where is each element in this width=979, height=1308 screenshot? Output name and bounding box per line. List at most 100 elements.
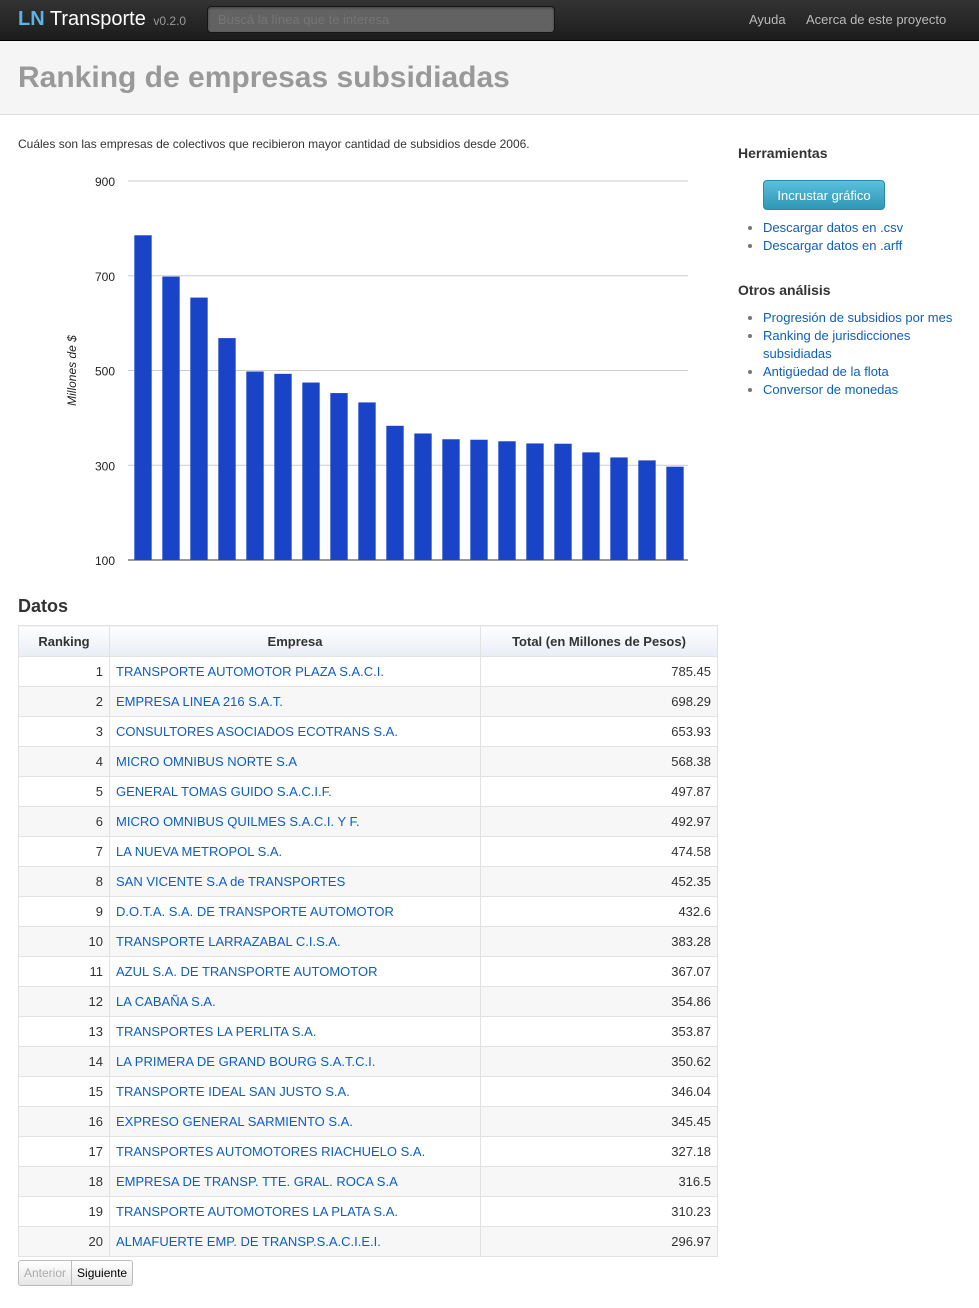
bar[interactable] — [162, 276, 180, 560]
table-header-row: Ranking Empresa Total (en Millones de Pe… — [18, 625, 718, 657]
bar[interactable] — [358, 402, 376, 560]
data-table: Ranking Empresa Total (en Millones de Pe… — [18, 625, 718, 1257]
list-item: Descargar datos en .csv — [763, 219, 945, 237]
empresa-link[interactable]: LA PRIMERA DE GRAND BOURG S.A.T.C.I. — [109, 1046, 481, 1077]
empresa-link[interactable]: ALMAFUERTE EMP. DE TRANSP.S.A.C.I.E.I. — [109, 1226, 481, 1257]
empresa-link[interactable]: EMPRESA DE TRANSP. TTE. GRAL. ROCA S.A — [109, 1166, 481, 1197]
empresa-link[interactable]: SAN VICENTE S.A de TRANSPORTES — [109, 866, 481, 897]
bar[interactable] — [638, 460, 656, 560]
y-tick-label: 700 — [95, 270, 115, 284]
top-navbar: LN Transporte v0.2.0 Ayuda Acerca de est… — [0, 0, 979, 41]
antiguedad-link[interactable]: Antigüedad de la flota — [763, 364, 889, 379]
bar[interactable] — [554, 443, 572, 560]
column-header-ranking[interactable]: Ranking — [18, 625, 110, 657]
bar[interactable] — [498, 441, 516, 560]
previous-button[interactable]: Anterior — [18, 1260, 73, 1286]
total-cell: 698.29 — [480, 686, 718, 717]
bar[interactable] — [246, 371, 264, 560]
tools-list: Descargar datos en .csv Descargar datos … — [745, 219, 945, 255]
pager: Anterior Siguiente — [18, 1260, 134, 1286]
rank-cell: 19 — [18, 1196, 110, 1227]
empresa-link[interactable]: TRANSPORTES LA PERLITA S.A. — [109, 1016, 481, 1047]
list-item: Conversor de monedas — [763, 381, 965, 399]
empresa-link[interactable]: TRANSPORTE LARRAZABAL C.I.S.A. — [109, 926, 481, 957]
empresa-link[interactable]: GENERAL TOMAS GUIDO S.A.C.I.F. — [109, 776, 481, 807]
jurisdicciones-link[interactable]: Ranking de jurisdicciones subsidiadas — [763, 328, 911, 361]
table-row: 8 SAN VICENTE S.A de TRANSPORTES 452.35 — [18, 866, 718, 897]
total-cell: 432.6 — [480, 896, 718, 927]
rank-cell: 11 — [18, 956, 110, 987]
y-tick-label: 300 — [95, 459, 115, 473]
next-button[interactable]: Siguiente — [72, 1260, 134, 1286]
bar[interactable] — [330, 393, 348, 560]
total-cell: 316.5 — [480, 1166, 718, 1197]
bar[interactable] — [582, 452, 600, 560]
bar[interactable] — [274, 373, 292, 560]
total-cell: 497.87 — [480, 776, 718, 807]
rank-cell: 20 — [18, 1226, 110, 1257]
column-header-empresa[interactable]: Empresa — [109, 625, 481, 657]
bar[interactable] — [414, 433, 432, 560]
rank-cell: 6 — [18, 806, 110, 837]
nav-link-ayuda[interactable]: Ayuda — [749, 12, 786, 27]
embed-chart-button[interactable]: Incrustar gráfico — [763, 180, 885, 210]
rank-cell: 17 — [18, 1136, 110, 1167]
empresa-link[interactable]: EMPRESA LINEA 216 S.A.T. — [109, 686, 481, 717]
empresa-link[interactable]: LA NUEVA METROPOL S.A. — [109, 836, 481, 867]
progresion-link[interactable]: Progresión de subsidios por mes — [763, 310, 953, 325]
nav-link-acerca[interactable]: Acerca de este proyecto — [806, 12, 947, 27]
total-cell: 327.18 — [480, 1136, 718, 1167]
empresa-link[interactable]: TRANSPORTE IDEAL SAN JUSTO S.A. — [109, 1076, 481, 1107]
empresa-link[interactable]: TRANSPORTES AUTOMOTORES RIACHUELO S.A. — [109, 1136, 481, 1167]
table-row: 4 MICRO OMNIBUS NORTE S.A 568.38 — [18, 746, 718, 777]
bar[interactable] — [470, 439, 488, 560]
empresa-link[interactable]: MICRO OMNIBUS QUILMES S.A.C.I. Y F. — [109, 806, 481, 837]
rank-cell: 7 — [18, 836, 110, 867]
conversor-link[interactable]: Conversor de monedas — [763, 382, 899, 397]
rank-cell: 4 — [18, 746, 110, 777]
total-cell: 452.35 — [480, 866, 718, 897]
table-row: 17 TRANSPORTES AUTOMOTORES RIACHUELO S.A.… — [18, 1136, 718, 1167]
bar[interactable] — [134, 235, 152, 560]
total-cell: 367.07 — [480, 956, 718, 987]
bar[interactable] — [526, 443, 544, 560]
download-csv-link[interactable]: Descargar datos en .csv — [763, 220, 904, 235]
y-tick-label: 900 — [95, 175, 115, 189]
table-row: 16 EXPRESO GENERAL SARMIENTO S.A. 345.45 — [18, 1106, 718, 1137]
intro-text: Cuáles son las empresas de colectivos qu… — [18, 137, 530, 151]
bar[interactable] — [386, 425, 404, 560]
list-item: Progresión de subsidios por mes — [763, 309, 965, 327]
empresa-link[interactable]: LA CABAÑA S.A. — [109, 986, 481, 1017]
bar[interactable] — [218, 338, 236, 560]
empresa-link[interactable]: EXPRESO GENERAL SARMIENTO S.A. — [109, 1106, 481, 1137]
search-input[interactable] — [207, 6, 555, 33]
brand-name[interactable]: Transporte — [49, 8, 146, 30]
empresa-link[interactable]: AZUL S.A. DE TRANSPORTE AUTOMOTOR — [109, 956, 481, 987]
brand-logo[interactable]: LN Transporte v0.2.0 — [18, 8, 186, 31]
bar[interactable] — [190, 297, 208, 560]
table-row: 11 AZUL S.A. DE TRANSPORTE AUTOMOTOR 367.0… — [18, 956, 718, 987]
bar[interactable] — [610, 457, 628, 560]
empresa-link[interactable]: CONSULTORES ASOCIADOS ECOTRANS S.A. — [109, 716, 481, 747]
column-header-total[interactable]: Total (en Millones de Pesos) — [480, 625, 718, 657]
empresa-link[interactable]: D.O.T.A. S.A. DE TRANSPORTE AUTOMOTOR — [109, 896, 481, 927]
table-row: 20 ALMAFUERTE EMP. DE TRANSP.S.A.C.I.E.I.… — [18, 1226, 718, 1257]
total-cell: 568.38 — [480, 746, 718, 777]
bar[interactable] — [302, 382, 320, 560]
table-row: 10 TRANSPORTE LARRAZABAL C.I.S.A. 383.28 — [18, 926, 718, 957]
total-cell: 350.62 — [480, 1046, 718, 1077]
bar[interactable] — [442, 439, 460, 560]
bar[interactable] — [666, 466, 684, 560]
download-arff-link[interactable]: Descargar datos en .arff — [763, 238, 903, 253]
empresa-link[interactable]: TRANSPORTE AUTOMOTORES LA PLATA S.A. — [109, 1196, 481, 1227]
empresa-link[interactable]: MICRO OMNIBUS NORTE S.A — [109, 746, 481, 777]
table-row: 2 EMPRESA LINEA 216 S.A.T. 698.29 — [18, 686, 718, 717]
brand-ln[interactable]: LN — [18, 8, 45, 30]
rank-cell: 16 — [18, 1106, 110, 1137]
otros-list: Progresión de subsidios por mes Ranking … — [745, 309, 965, 399]
empresa-link[interactable]: TRANSPORTE AUTOMOTOR PLAZA S.A.C.I. — [109, 656, 481, 687]
table-row: 3 CONSULTORES ASOCIADOS ECOTRANS S.A. 653.… — [18, 716, 718, 747]
table-row: 9 D.O.T.A. S.A. DE TRANSPORTE AUTOMOTOR 43… — [18, 896, 718, 927]
rank-cell: 18 — [18, 1166, 110, 1197]
otros-analisis-heading: Otros análisis — [738, 282, 831, 298]
